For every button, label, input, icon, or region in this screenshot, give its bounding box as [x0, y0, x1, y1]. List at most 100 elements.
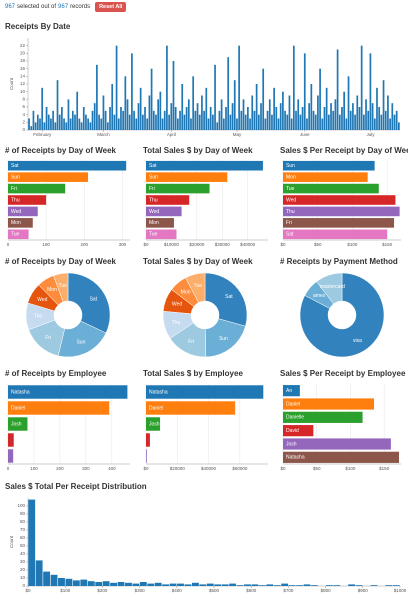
chart-title: Receipts By Date [5, 22, 71, 31]
bar [255, 84, 258, 130]
bar-label: Sat [11, 163, 19, 169]
bar [290, 118, 293, 130]
bar [152, 110, 155, 130]
histogram-bar [147, 583, 155, 586]
bar-label: Mon [286, 174, 296, 180]
bar [283, 229, 388, 240]
x-tick-label: $0 [280, 466, 286, 471]
y-tick-label: 16 [20, 66, 26, 71]
histogram-bar [87, 581, 95, 586]
x-tick-label: $50 [313, 466, 321, 471]
histogram-bar [311, 585, 318, 586]
x-tick-label: May [233, 132, 242, 137]
bar [131, 53, 133, 131]
bar-label: David [286, 428, 299, 434]
histogram-bar [325, 585, 333, 586]
slice-label: Thu [34, 313, 43, 319]
bar [253, 110, 256, 130]
histogram-bar [139, 582, 147, 586]
bar [128, 114, 131, 130]
bar [187, 99, 190, 130]
y-tick-label: 6 [22, 104, 25, 109]
histogram-bar [296, 585, 303, 586]
bar [56, 80, 59, 130]
bar [67, 99, 70, 130]
reset-button[interactable]: Reset All [95, 2, 127, 12]
selection-header: 967 selected out of 967 records Reset Al… [5, 2, 127, 12]
histogram-bar [132, 583, 140, 586]
bar [198, 114, 201, 130]
bar [203, 110, 205, 130]
chart-title: Sales $ Per Receipt by Day of Week [280, 146, 408, 155]
bar-label: Natasha [286, 455, 305, 461]
slice-label: Tue [59, 283, 68, 289]
bar [273, 87, 275, 130]
bar [384, 110, 387, 130]
bar [63, 118, 65, 130]
bar [102, 95, 105, 130]
y-tick-label: 80 [20, 519, 26, 524]
pie-slice [204, 272, 248, 327]
chart-title: Sales $ Per Receipt by Employee [280, 369, 406, 378]
y-axis-label: Count [9, 535, 14, 548]
slice-label: Sat [225, 294, 233, 300]
bar [146, 401, 236, 415]
bar [174, 107, 177, 130]
bar [268, 99, 271, 130]
bar [371, 103, 374, 130]
histogram-bar [258, 585, 266, 586]
histogram-bar [251, 584, 259, 586]
bar [104, 110, 107, 130]
x-tick-label: March [97, 132, 110, 137]
histogram-bar [65, 578, 73, 586]
x-tick-label: $200 [97, 588, 108, 593]
bar [310, 84, 313, 130]
bar [360, 45, 363, 130]
bar [146, 229, 177, 240]
bar [264, 118, 267, 130]
bar [260, 103, 262, 130]
x-tick-label: July [366, 132, 375, 137]
bar [124, 76, 127, 130]
slice-label: Thu [172, 320, 181, 326]
bar [319, 68, 321, 130]
x-tick-label: $300 [135, 588, 146, 593]
y-tick-label: 90 [20, 511, 26, 516]
histogram-bar [125, 582, 132, 586]
bar [111, 84, 114, 130]
x-tick-label: $50 [314, 242, 322, 247]
bar [30, 126, 33, 130]
histogram-bar [80, 579, 88, 586]
bar [283, 425, 314, 437]
bar [82, 107, 85, 130]
bar [8, 401, 110, 415]
bar [146, 183, 210, 194]
bar [41, 87, 44, 130]
x-tick-label: February [33, 132, 52, 137]
y-tick-label: 50 [20, 543, 26, 548]
bar [179, 110, 181, 130]
bar [93, 103, 96, 130]
x-tick-label: $20000 [170, 466, 186, 471]
bar [133, 110, 135, 130]
bar-label: Danielle [286, 415, 304, 421]
histogram-bar [266, 584, 274, 586]
bar [282, 91, 284, 130]
histogram-bar [169, 583, 177, 586]
bar-label: Daniel [149, 405, 163, 411]
y-tick-label: 0 [22, 583, 25, 588]
bar [286, 114, 289, 130]
bar [292, 45, 295, 130]
bar [146, 385, 264, 399]
histogram-bar [35, 560, 43, 586]
bar [306, 118, 308, 130]
bar [249, 118, 251, 130]
bar [266, 110, 269, 130]
bar [146, 118, 149, 130]
histogram-bar [229, 583, 237, 586]
bar [194, 110, 197, 130]
histogram-bar [392, 585, 400, 586]
bar [233, 80, 236, 130]
x-tick-label: $0 [143, 242, 149, 247]
chart-title: # of Receipts by Day of Week [5, 146, 117, 155]
